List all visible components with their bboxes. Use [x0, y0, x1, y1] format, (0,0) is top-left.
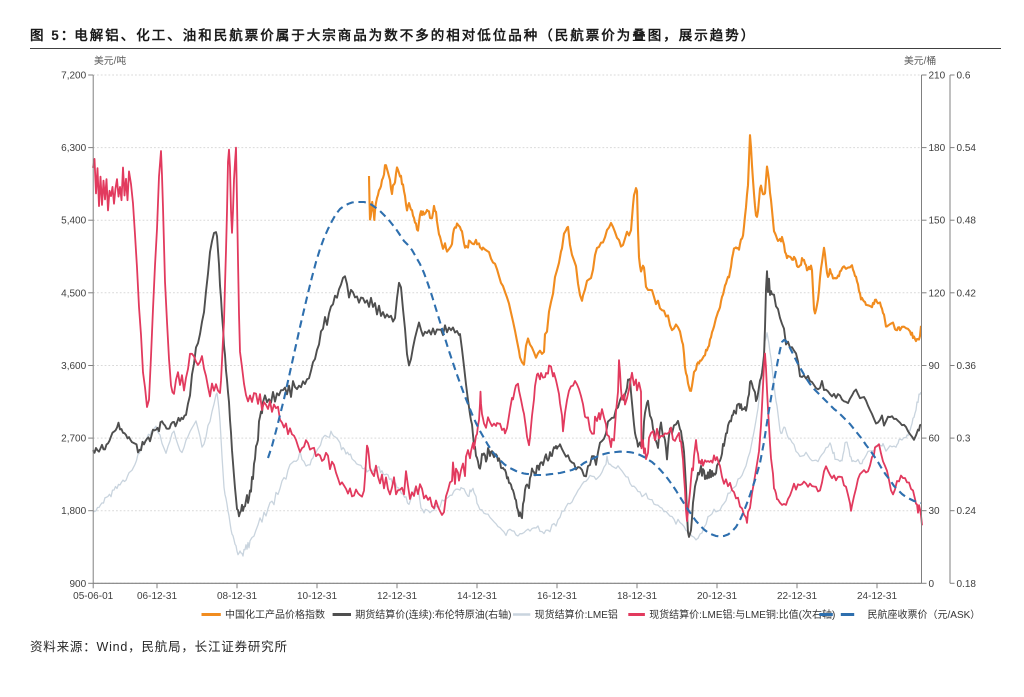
svg-text:0.24: 0.24 [957, 506, 977, 517]
svg-text:210: 210 [929, 71, 946, 82]
svg-text:0: 0 [929, 579, 935, 590]
svg-text:0.3: 0.3 [957, 434, 971, 445]
svg-text:0.18: 0.18 [957, 579, 977, 590]
svg-text:180: 180 [929, 143, 946, 154]
svg-text:图 5：电解铝、化工、油和民航票价属于大宗商品为数不多的相对: 图 5：电解铝、化工、油和民航票价属于大宗商品为数不多的相对低位品种（民航票价为… [30, 27, 756, 43]
svg-text:12-12-31: 12-12-31 [377, 591, 417, 602]
svg-text:18-12-31: 18-12-31 [617, 591, 657, 602]
svg-text:90: 90 [929, 361, 941, 372]
svg-text:60: 60 [929, 434, 941, 445]
svg-text:美元/吨: 美元/吨 [94, 54, 126, 67]
svg-text:0.6: 0.6 [957, 71, 971, 82]
svg-text:16-12-31: 16-12-31 [537, 591, 577, 602]
svg-text:900: 900 [70, 579, 87, 590]
svg-text:06-12-31: 06-12-31 [137, 591, 177, 602]
svg-text:美元/桶: 美元/桶 [904, 54, 936, 67]
svg-text:现货结算价:LME铝:与LME铜:比值(次右轴): 现货结算价:LME铝:与LME铜:比值(次右轴) [649, 608, 835, 621]
svg-text:1,800: 1,800 [61, 506, 86, 517]
svg-text:30: 30 [929, 506, 941, 517]
svg-text:3,600: 3,600 [61, 361, 86, 372]
svg-text:24-12-31: 24-12-31 [857, 591, 897, 602]
svg-text:150: 150 [929, 216, 946, 227]
svg-text:2,700: 2,700 [61, 434, 86, 445]
svg-text:22-12-31: 22-12-31 [777, 591, 817, 602]
svg-text:期货结算价(连续):布伦特原油(右轴): 期货结算价(连续):布伦特原油(右轴) [355, 608, 511, 621]
svg-text:中国化工产品价格指数: 中国化工产品价格指数 [225, 608, 325, 621]
svg-text:0.36: 0.36 [957, 361, 977, 372]
svg-text:0.54: 0.54 [957, 143, 977, 154]
svg-text:120: 120 [929, 288, 946, 299]
svg-text:0.48: 0.48 [957, 216, 977, 227]
svg-text:08-12-31: 08-12-31 [217, 591, 257, 602]
svg-text:7,200: 7,200 [61, 71, 86, 82]
svg-text:0.42: 0.42 [957, 288, 977, 299]
svg-text:资料来源：Wind，民航局，长江证券研究所: 资料来源：Wind，民航局，长江证券研究所 [30, 639, 288, 654]
svg-text:6,300: 6,300 [61, 143, 86, 154]
svg-text:4,500: 4,500 [61, 288, 86, 299]
svg-text:10-12-31: 10-12-31 [297, 591, 337, 602]
svg-text:20-12-31: 20-12-31 [697, 591, 737, 602]
svg-text:05-06-01: 05-06-01 [73, 591, 113, 602]
svg-text:民航座收票价（元/ASK）: 民航座收票价（元/ASK） [868, 608, 981, 621]
svg-text:14-12-31: 14-12-31 [457, 591, 497, 602]
svg-text:现货结算价:LME铝: 现货结算价:LME铝 [535, 608, 618, 621]
svg-text:5,400: 5,400 [61, 216, 86, 227]
